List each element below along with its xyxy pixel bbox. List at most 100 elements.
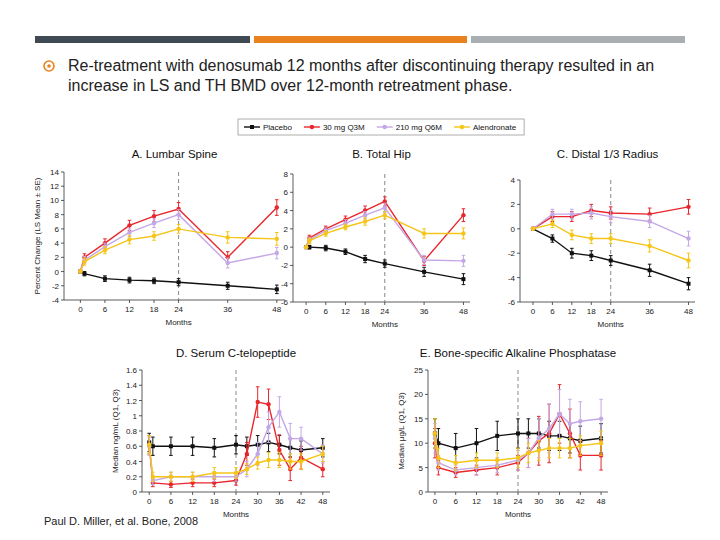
x-tick-label: 12: [188, 497, 197, 506]
error-bar: [245, 462, 249, 477]
x-axis: [520, 302, 695, 303]
x-tick: [591, 302, 592, 305]
error-bar-cap: [454, 474, 458, 475]
error-bar-cap: [151, 455, 155, 456]
error-bar-cap: [609, 222, 613, 223]
error-bar: [256, 457, 260, 469]
y-tick-label: 0.4: [126, 458, 138, 467]
y-tick: [290, 283, 293, 284]
error-bar-cap: [191, 472, 195, 473]
chart-title: B. Total Hip: [352, 148, 411, 160]
marker: [234, 471, 238, 475]
error-bar-cap: [516, 448, 520, 449]
error-bar: [299, 427, 303, 450]
error-bar-cap: [324, 236, 328, 237]
marker: [152, 234, 156, 238]
x-tick-label: 48: [597, 497, 606, 506]
error-bar-cap: [288, 453, 292, 454]
error-bar-cap: [308, 235, 312, 236]
x-tick-label: 0: [78, 305, 83, 314]
marker: [531, 227, 535, 231]
error-bar-cap: [152, 218, 156, 219]
error-bar-cap: [256, 456, 260, 457]
x-axis-label: Months: [372, 320, 398, 329]
error-bar-cap: [475, 474, 479, 475]
marker: [516, 431, 520, 435]
y-tick: [517, 302, 520, 303]
marker: [147, 443, 151, 447]
error-bar: [579, 402, 583, 441]
y-tick: [139, 461, 142, 462]
error-bar-cap: [177, 219, 181, 220]
y-tick: [139, 446, 142, 447]
marker: [78, 269, 82, 273]
error-bar-cap: [275, 258, 279, 259]
error-bar-cap: [278, 452, 282, 453]
error-bar: [516, 419, 520, 448]
x-tick: [384, 302, 385, 305]
y-tick-label: 20: [414, 390, 423, 399]
error-bar-cap: [103, 238, 107, 239]
chart: B. Total Hip-6-4-202468061218243648Month…: [281, 148, 470, 329]
error-bar: [589, 234, 593, 244]
error-bar-cap: [687, 245, 691, 246]
error-bar-cap: [308, 238, 312, 239]
error-bar-cap: [324, 227, 328, 228]
legend-marker: [250, 125, 254, 129]
error-bar-cap: [226, 268, 230, 269]
legend-box: [238, 119, 524, 135]
error-bar-cap: [537, 465, 541, 466]
error-bar-cap: [687, 289, 691, 290]
error-bar: [288, 458, 292, 481]
error-bar-cap: [213, 481, 217, 482]
y-tick-label: -4: [52, 296, 60, 305]
marker: [547, 446, 551, 450]
error-bar-cap: [579, 455, 583, 456]
series: [304, 211, 466, 249]
marker: [550, 237, 554, 241]
error-bar-cap: [648, 215, 652, 216]
marker: [78, 269, 82, 273]
error-bar-cap: [267, 467, 271, 468]
marker: [177, 280, 181, 284]
series: [304, 245, 465, 284]
error-bar-cap: [599, 470, 603, 471]
x-tick: [129, 300, 130, 303]
y-tick-label: -4: [281, 280, 289, 289]
error-bar-cap: [275, 245, 279, 246]
x-axis-label: Months: [598, 320, 624, 329]
y-tick: [139, 431, 142, 432]
error-bar: [648, 215, 652, 227]
y-tick: [61, 243, 64, 244]
marker: [304, 245, 308, 249]
marker: [609, 236, 613, 240]
error-bar: [687, 200, 691, 215]
header-bar: [471, 36, 685, 43]
error-bar: [570, 230, 574, 240]
error-bar-cap: [558, 457, 562, 458]
marker: [277, 448, 281, 452]
error-bar-cap: [589, 206, 593, 207]
marker: [647, 212, 651, 216]
error-bar-cap: [589, 243, 593, 244]
marker: [422, 258, 426, 262]
x-tick: [227, 300, 228, 303]
error-bar: [599, 441, 603, 470]
marker: [78, 270, 82, 274]
error-bar-cap: [433, 418, 437, 419]
x-tick: [325, 302, 326, 305]
x-tick: [279, 492, 280, 495]
error-bar-stem: [549, 404, 550, 463]
x-tick: [601, 492, 602, 495]
x-tick: [463, 302, 464, 305]
y-tick: [425, 492, 428, 493]
marker: [537, 436, 541, 440]
x-axis-label: Months: [165, 318, 191, 327]
series-line: [149, 402, 323, 484]
error-bar: [495, 453, 499, 468]
x-tick-label: 30: [534, 497, 543, 506]
marker: [266, 458, 270, 462]
error-bar: [363, 218, 367, 225]
error-bar: [462, 209, 466, 222]
marker: [570, 212, 574, 216]
